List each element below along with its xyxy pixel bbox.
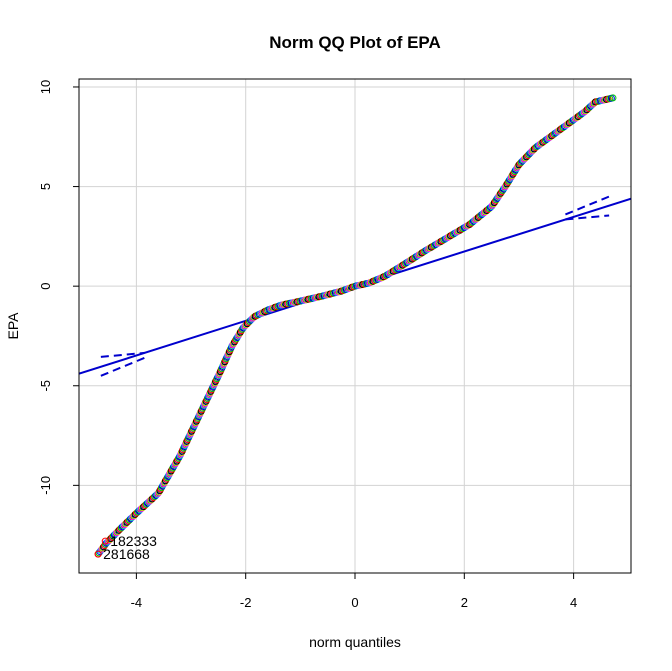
data-point <box>111 530 119 538</box>
x-tick-label: 4 <box>570 595 577 610</box>
envelope-left-lower <box>100 356 145 377</box>
y-tick-label: -5 <box>38 380 53 392</box>
data-point <box>120 522 127 530</box>
data-point <box>609 94 617 102</box>
data-point <box>106 536 114 544</box>
y-axis-label: EPA <box>5 312 21 340</box>
point-annotation-label: 281668 <box>103 546 150 562</box>
annotated-point <box>94 550 102 558</box>
y-tick-label: -10 <box>38 476 53 495</box>
chart-title: Norm QQ Plot of EPA <box>269 33 441 52</box>
annotated-point <box>101 537 109 545</box>
grid-lines <box>79 79 631 573</box>
y-axis: -10 -5 0 5 10 <box>38 80 79 495</box>
point-annotation-label: 182333 <box>110 533 157 549</box>
data-points <box>94 94 617 558</box>
y-tick-label: 5 <box>38 183 53 190</box>
data-point <box>129 513 137 521</box>
x-axis: -4 -2 0 2 4 <box>131 573 577 610</box>
data-point <box>114 528 122 535</box>
x-axis-label: norm quantiles <box>309 634 401 650</box>
x-tick-label: -2 <box>240 595 252 610</box>
y-tick-label: 0 <box>38 283 53 290</box>
x-tick-label: 0 <box>351 595 358 610</box>
envelope-left-upper <box>100 351 145 358</box>
x-tick-label: -4 <box>131 595 143 610</box>
confidence-envelope <box>100 195 610 377</box>
envelope-right-upper <box>565 195 610 216</box>
y-tick-label: 10 <box>38 80 53 94</box>
envelope-right-lower <box>565 214 610 221</box>
x-tick-label: 2 <box>461 595 468 610</box>
